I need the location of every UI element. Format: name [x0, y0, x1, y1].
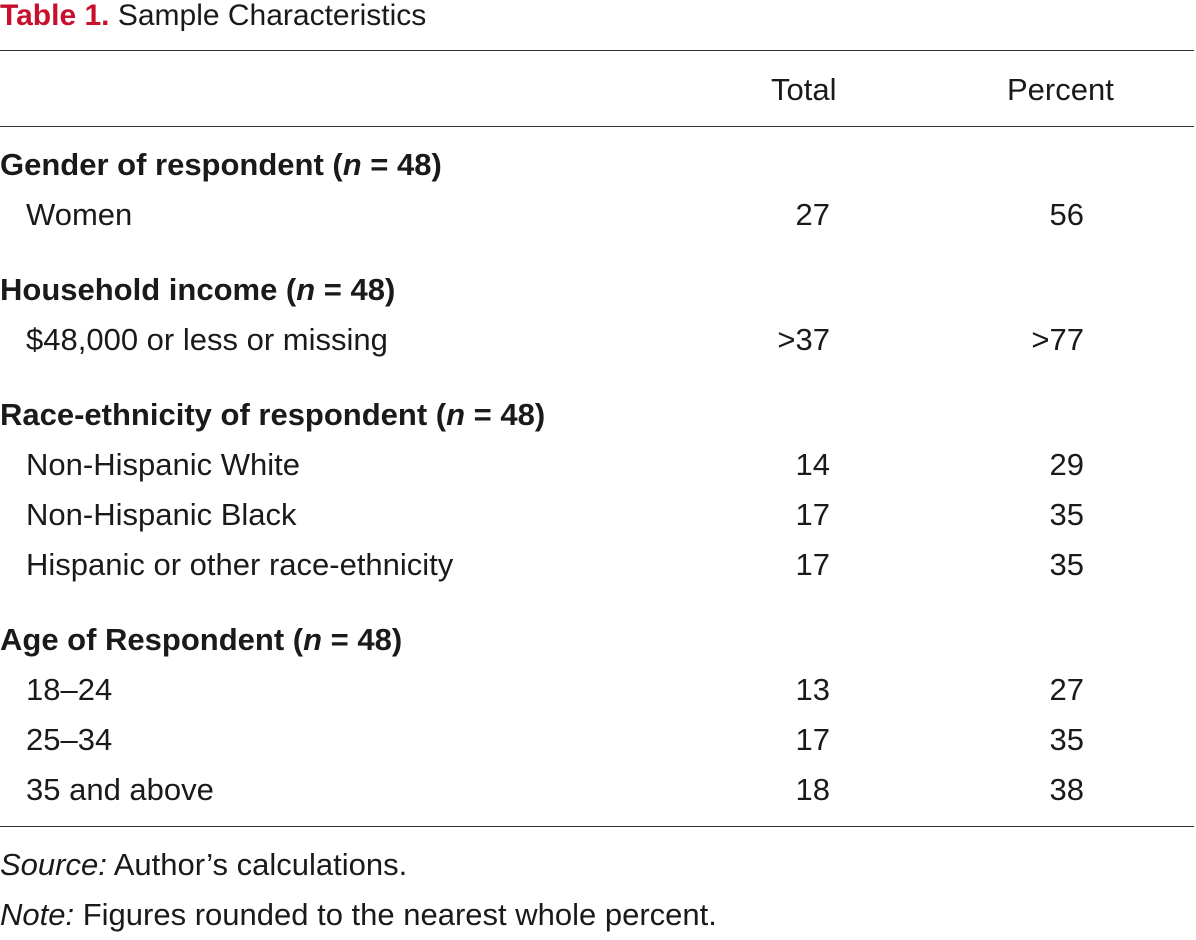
- cell-percent: 27: [1049, 672, 1084, 707]
- group-household-income: Household income (n = 48) $48,000 or les…: [0, 265, 1194, 365]
- group-heading-count: = 48): [322, 622, 403, 657]
- group-heading: Gender of respondent (n = 48): [0, 140, 1194, 190]
- group-heading-count: = 48): [361, 147, 442, 182]
- table-number: Table 1.: [0, 0, 110, 32]
- group-race-ethnicity: Race-ethnicity of respondent (n = 48) No…: [0, 390, 1194, 590]
- n-symbol: n: [446, 397, 466, 432]
- n-symbol: n: [303, 622, 323, 657]
- cell-total: 14: [795, 447, 830, 482]
- rounding-note: Note: Figures rounded to the nearest who…: [0, 890, 717, 940]
- n-symbol: n: [342, 147, 362, 182]
- table-caption: Table 1. Sample Characteristics: [0, 0, 426, 36]
- cell-percent: 38: [1049, 772, 1084, 807]
- row-label: 35 and above: [26, 772, 214, 807]
- cell-total: 27: [795, 197, 830, 232]
- source-text: Author’s calculations.: [106, 847, 408, 882]
- table-row: Non-Hispanic Black 17 35: [0, 490, 1194, 540]
- row-label: 18–24: [26, 672, 113, 707]
- row-label: Non-Hispanic Black: [26, 497, 297, 532]
- column-header-total: Total: [771, 72, 837, 107]
- top-rule: [0, 50, 1194, 51]
- row-label: Women: [26, 197, 133, 232]
- cell-percent: 29: [1049, 447, 1084, 482]
- n-symbol: n: [296, 272, 316, 307]
- row-label: Hispanic or other race-ethnicity: [26, 547, 454, 582]
- row-label: $48,000 or less or missing: [26, 322, 388, 357]
- table-row: Non-Hispanic White 14 29: [0, 440, 1194, 490]
- table-row: $48,000 or less or missing >37 >77: [0, 315, 1194, 365]
- bottom-rule: [0, 826, 1194, 827]
- source-note: Source: Author’s calculations.: [0, 840, 717, 890]
- cell-percent: 35: [1049, 547, 1084, 582]
- table-row: 25–34 17 35: [0, 715, 1194, 765]
- group-heading: Age of Respondent (n = 48): [0, 615, 1194, 665]
- group-gender: Gender of respondent (n = 48) Women 27 5…: [0, 140, 1194, 240]
- group-heading-text: Gender of respondent (: [0, 147, 343, 182]
- cell-total: 13: [795, 672, 830, 707]
- group-heading-count: = 48): [465, 397, 546, 432]
- cell-percent: >77: [1031, 322, 1084, 357]
- cell-total: 18: [795, 772, 830, 807]
- cell-total: 17: [795, 547, 830, 582]
- table-row: 35 and above 18 38: [0, 765, 1194, 815]
- table-notes: Source: Author’s calculations. Note: Fig…: [0, 840, 717, 940]
- table-row: 18–24 13 27: [0, 665, 1194, 715]
- group-heading-text: Race-ethnicity of respondent (: [0, 397, 447, 432]
- header-rule: [0, 126, 1194, 127]
- cell-percent: 35: [1049, 722, 1084, 757]
- group-heading-count: = 48): [315, 272, 396, 307]
- cell-total: 17: [795, 722, 830, 757]
- cell-percent: 35: [1049, 497, 1084, 532]
- row-label: Non-Hispanic White: [26, 447, 300, 482]
- source-label: Source:: [0, 847, 107, 882]
- group-heading-text: Household income (: [0, 272, 297, 307]
- note-text: Figures rounded to the nearest whole per…: [74, 897, 717, 932]
- group-heading: Household income (n = 48): [0, 265, 1194, 315]
- table-row: Hispanic or other race-ethnicity 17 35: [0, 540, 1194, 590]
- table-title: Sample Characteristics: [117, 0, 427, 32]
- table-body: Gender of respondent (n = 48) Women 27 5…: [0, 140, 1194, 815]
- row-label: 25–34: [26, 722, 113, 757]
- cell-total: >37: [777, 322, 830, 357]
- cell-total: 17: [795, 497, 830, 532]
- group-age: Age of Respondent (n = 48) 18–24 13 27 2…: [0, 615, 1194, 815]
- column-header-percent: Percent: [1007, 72, 1114, 107]
- table-row: Women 27 56: [0, 190, 1194, 240]
- cell-percent: 56: [1049, 197, 1084, 232]
- note-label: Note:: [0, 897, 75, 932]
- group-heading: Race-ethnicity of respondent (n = 48): [0, 390, 1194, 440]
- group-heading-text: Age of Respondent (: [0, 622, 304, 657]
